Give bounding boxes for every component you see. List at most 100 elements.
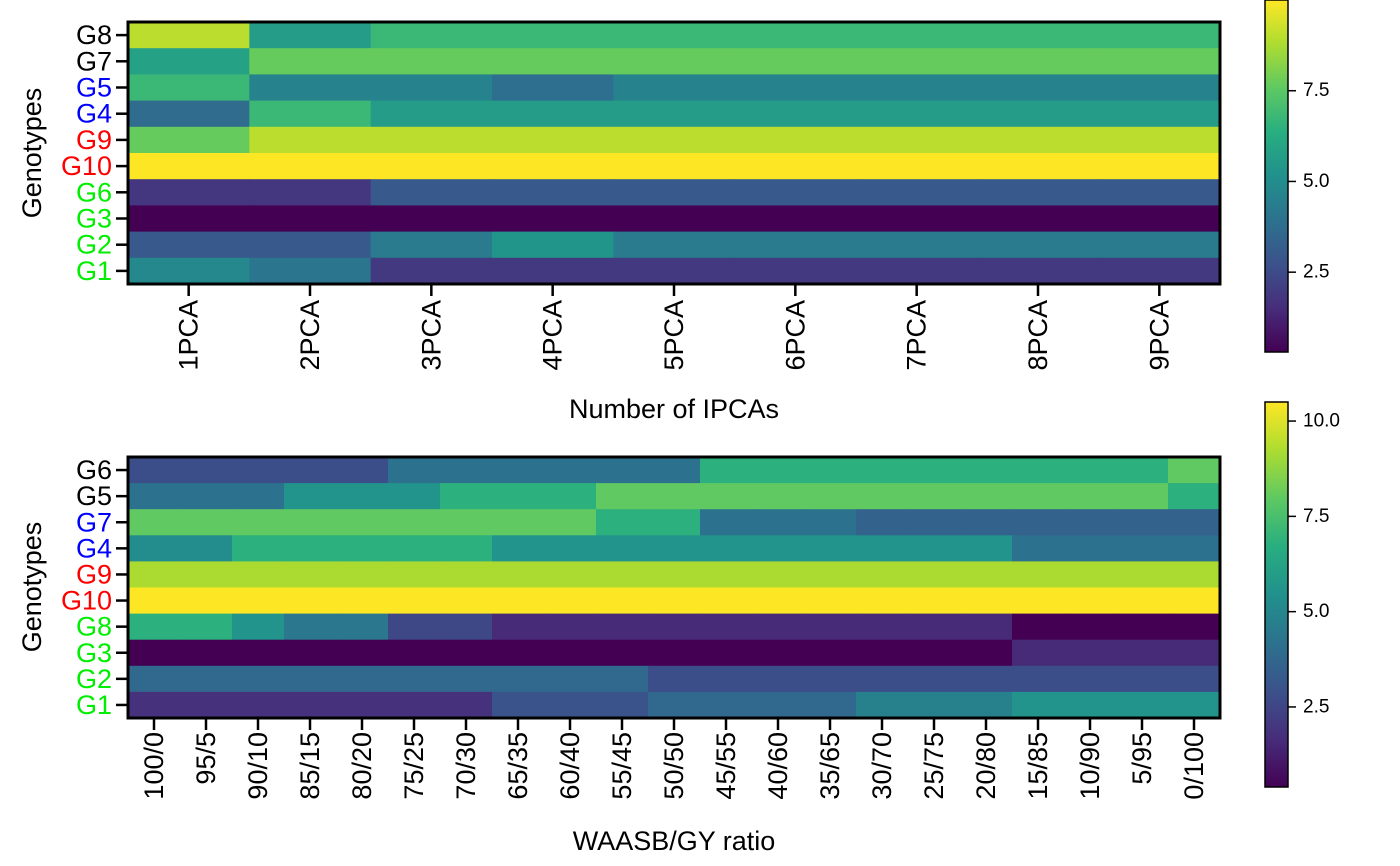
heatmap-cell <box>960 587 1013 615</box>
heatmap-cell <box>856 509 909 536</box>
colorbar-tick-label: 2.5 <box>1303 696 1329 717</box>
heatmap-cell <box>492 613 545 641</box>
heatmap-cell <box>734 22 857 49</box>
heatmap-cell <box>492 126 614 154</box>
y-tick-label: G7 <box>76 507 112 537</box>
heatmap-cell <box>1098 257 1221 285</box>
heatmap-cell <box>804 691 857 719</box>
heatmap-cell <box>1098 48 1221 75</box>
heatmap-cell <box>388 613 441 641</box>
heatmap-cell <box>1064 613 1117 641</box>
x-tick-label: 40/60 <box>763 732 793 800</box>
heatmap-cell <box>232 613 285 641</box>
heatmap-cell <box>856 100 978 128</box>
heatmap-cell <box>232 457 285 484</box>
heatmap-cell <box>492 509 545 536</box>
heatmap-cell <box>370 126 493 154</box>
heatmap-cell <box>232 691 285 719</box>
heatmap-cell <box>856 535 909 562</box>
x-tick-label: 7PCA <box>902 300 932 371</box>
y-tick-label: G6 <box>76 177 112 207</box>
heatmap-cell <box>856 561 909 589</box>
x-tick-label: 30/70 <box>867 732 897 800</box>
heatmap-cell <box>388 691 441 719</box>
heatmap-cell <box>596 613 649 641</box>
heatmap-cell <box>1098 22 1221 49</box>
heatmap-cell <box>856 205 978 233</box>
heatmap-cell <box>249 22 372 49</box>
heatmap-cell <box>388 639 441 667</box>
heatmap-cell <box>128 639 181 667</box>
heatmap-cell <box>752 665 805 693</box>
x-tick-label: 0/100 <box>1179 732 1209 800</box>
heatmap-cell <box>492 74 614 102</box>
heatmap-cell <box>613 74 736 102</box>
heatmap-cell <box>440 587 493 615</box>
heatmap-cell <box>284 613 337 641</box>
heatmap-cell <box>232 639 285 667</box>
heatmap-cell <box>1012 509 1065 536</box>
heatmap-cell <box>284 509 337 536</box>
x-tick-label: 90/10 <box>243 732 273 800</box>
heatmap-cell <box>648 587 701 615</box>
heatmap-cell <box>1064 587 1117 615</box>
heatmap-cell <box>128 257 250 285</box>
colorbar-tick-label: 2.5 <box>1303 262 1329 283</box>
heatmap-cell <box>613 100 736 128</box>
heatmap-cell <box>908 639 961 667</box>
heatmap-cell <box>908 509 961 536</box>
heatmap-cell <box>492 691 545 719</box>
heatmap-cell <box>613 22 736 49</box>
heatmap-cell <box>492 205 614 233</box>
heatmap-cell <box>492 483 545 510</box>
x-tick-label: 8PCA <box>1023 300 1053 371</box>
heatmap-cell <box>596 665 649 693</box>
x-tick-label: 50/50 <box>659 732 689 800</box>
x-tick-label: 10/90 <box>1075 732 1105 800</box>
heatmap-cell <box>700 535 753 562</box>
heatmap-cell <box>804 561 857 589</box>
x-tick-label: 5/95 <box>1127 732 1157 785</box>
heatmap-cell <box>960 639 1013 667</box>
heatmap-cell <box>856 457 909 484</box>
y-tick-label: G10 <box>61 586 112 616</box>
heatmap-cell <box>1116 535 1169 562</box>
heatmap-cell <box>544 613 597 641</box>
heatmap-cell <box>180 613 233 641</box>
heatmap-cell <box>1168 535 1221 562</box>
heatmap-cell <box>1168 691 1221 719</box>
x-tick-label: 20/80 <box>971 732 1001 800</box>
heatmap-cell <box>1012 665 1065 693</box>
heatmap-cell <box>1012 587 1065 615</box>
heatmap-cell <box>596 457 649 484</box>
heatmap-cell <box>284 665 337 693</box>
x-tick-label: 60/40 <box>555 732 585 800</box>
heatmap-cell <box>492 639 545 667</box>
y-tick-label: G2 <box>76 664 112 694</box>
heatmap-cell <box>370 48 493 75</box>
heatmap-cell <box>908 665 961 693</box>
heatmap-cell <box>440 665 493 693</box>
heatmap-cell <box>856 48 978 75</box>
heatmap-cell <box>1116 613 1169 641</box>
heatmap-cell <box>1064 483 1117 510</box>
y-tick-label: G3 <box>76 204 112 234</box>
heatmap-cell <box>128 126 250 154</box>
heatmap-cell <box>960 561 1013 589</box>
heatmap-cell <box>960 535 1013 562</box>
heatmap-cell <box>492 179 614 206</box>
heatmap-cell <box>128 561 181 589</box>
heatmap-cell <box>1064 639 1117 667</box>
heatmap-cell <box>284 561 337 589</box>
heatmap-cell <box>1012 613 1065 641</box>
heatmap-cell <box>1012 457 1065 484</box>
heatmap-cell <box>232 587 285 615</box>
heatmap-cell <box>856 639 909 667</box>
heatmap-cell <box>336 483 389 510</box>
y-tick-label: G5 <box>76 73 112 103</box>
heatmap-cell <box>1064 691 1117 719</box>
heatmap-cell <box>1116 639 1169 667</box>
heatmap-cell <box>856 231 978 259</box>
